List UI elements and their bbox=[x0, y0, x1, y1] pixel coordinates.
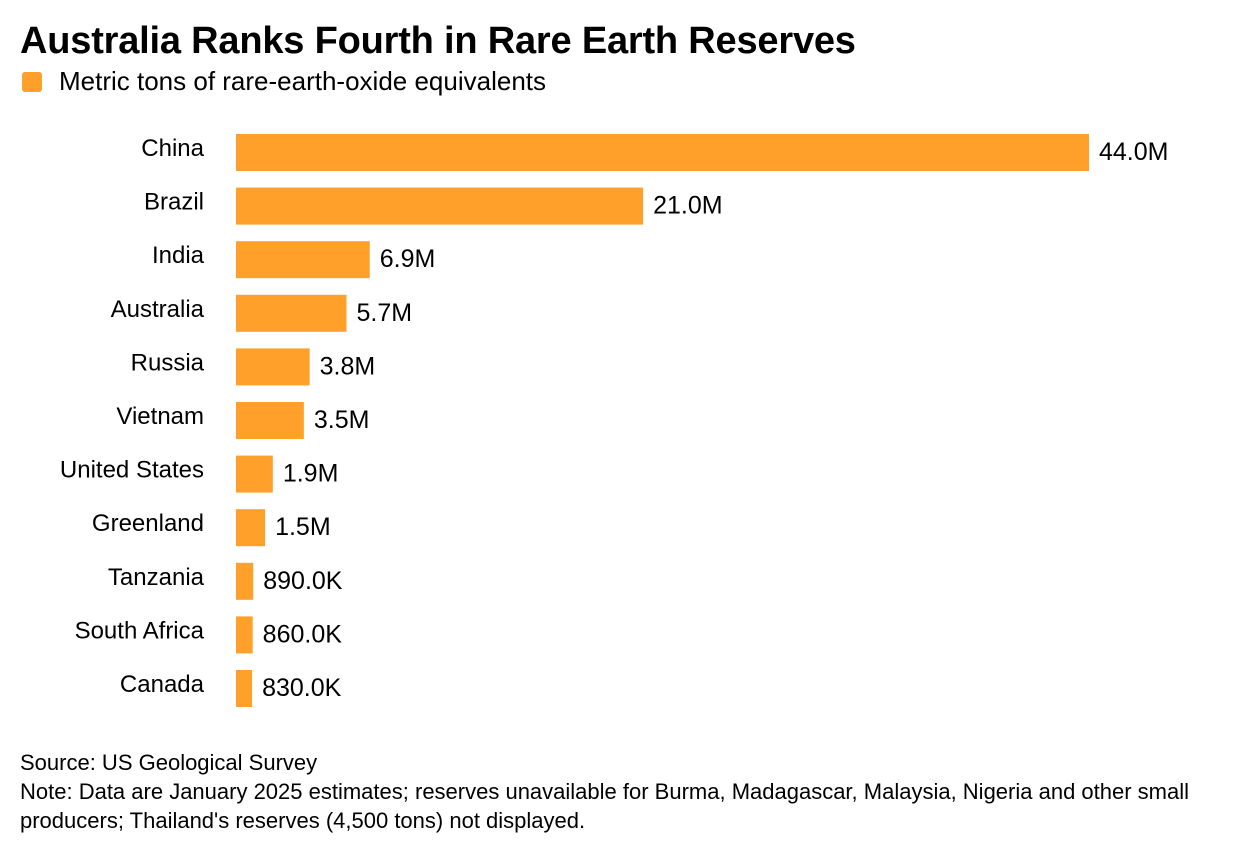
bar bbox=[236, 455, 273, 493]
bar bbox=[236, 670, 253, 707]
category-label: Vietnam bbox=[116, 403, 204, 430]
footer: Source: US Geological Survey Note: Data … bbox=[20, 748, 1220, 835]
category-label: Greenland bbox=[92, 510, 204, 537]
value-label: 1.5M bbox=[275, 513, 331, 541]
value-label: 6.9M bbox=[380, 245, 436, 273]
bar bbox=[236, 616, 253, 654]
value-label: 890.0K bbox=[263, 567, 343, 595]
bar bbox=[236, 134, 1089, 171]
category-label: Australia bbox=[111, 296, 205, 323]
bar bbox=[236, 294, 347, 332]
value-label: 830.0K bbox=[262, 674, 342, 702]
bar bbox=[236, 348, 310, 386]
category-label: India bbox=[152, 242, 205, 269]
source-note: Source: US Geological Survey bbox=[20, 750, 318, 775]
value-label: 21.0M bbox=[653, 192, 722, 220]
category-label: Russia bbox=[131, 349, 205, 376]
category-label: China bbox=[141, 135, 204, 162]
value-label: 1.9M bbox=[283, 460, 339, 488]
value-label: 860.0K bbox=[263, 620, 343, 648]
category-label: Tanzania bbox=[108, 564, 205, 591]
legend-swatch bbox=[22, 71, 42, 92]
bar-chart: China 44.0M Brazil 21.0M India 6.9M Australia 5… bbox=[60, 134, 1168, 707]
value-label: 3.8M bbox=[320, 352, 376, 380]
bar bbox=[236, 509, 266, 547]
bar bbox=[236, 562, 254, 600]
category-label: United States bbox=[60, 457, 204, 484]
value-label: 5.7M bbox=[357, 299, 413, 327]
category-label: Brazil bbox=[144, 189, 204, 216]
bar bbox=[236, 241, 370, 279]
category-label: South Africa bbox=[75, 617, 205, 644]
bar bbox=[236, 187, 644, 225]
value-label: 44.0M bbox=[1099, 138, 1168, 166]
category-label: Canada bbox=[120, 671, 205, 698]
bar bbox=[236, 402, 304, 439]
legend: Metric tons of rare-earth-oxide equivale… bbox=[22, 66, 546, 97]
data-note: Note: Data are January 2025 estimates; r… bbox=[20, 779, 1190, 833]
chart-title: Australia Ranks Fourth in Rare Earth Res… bbox=[20, 20, 856, 62]
legend-label: Metric tons of rare-earth-oxide equivale… bbox=[59, 66, 547, 96]
value-label: 3.5M bbox=[314, 406, 370, 434]
